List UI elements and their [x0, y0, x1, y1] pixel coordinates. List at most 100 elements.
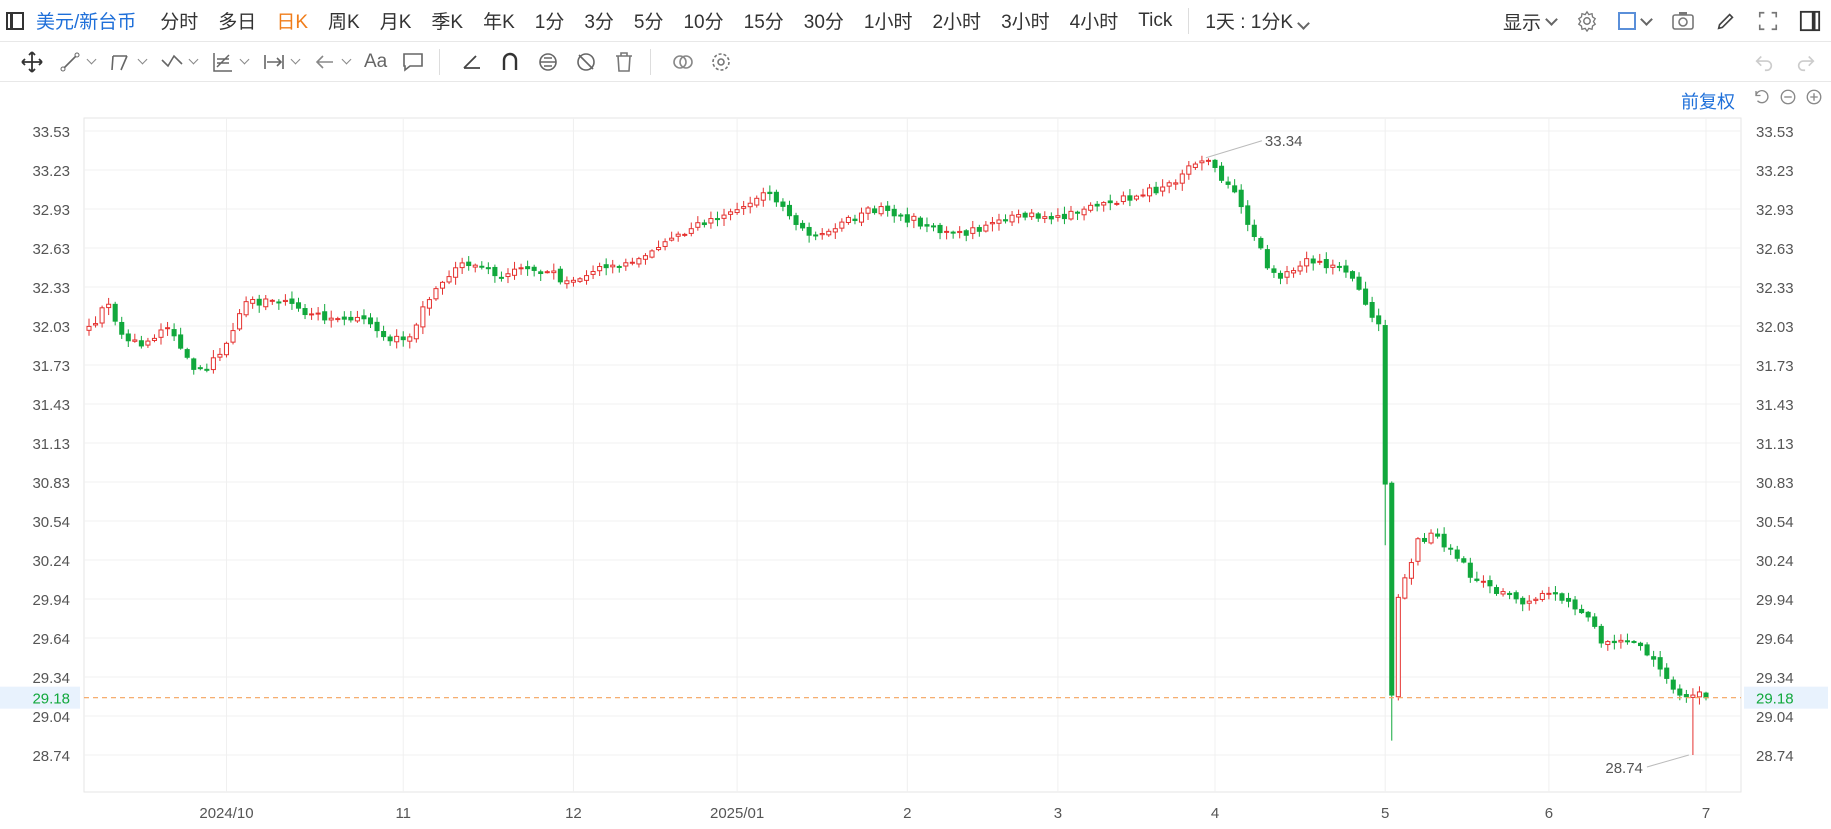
candle-body [865, 207, 871, 214]
candle-body [106, 303, 112, 309]
candlestick-chart[interactable]: 33.53 33.53 33.23 33.23 32.93 32.93 32.63 32.63… [0, 82, 1831, 829]
candle-body [243, 301, 249, 316]
period-tab[interactable]: 2小时 [932, 12, 982, 33]
candle-body [1166, 182, 1172, 187]
y-tick-label-right: 29.34 [1756, 670, 1794, 687]
drawbar-divider [439, 48, 441, 75]
candle-body [223, 342, 230, 356]
candle-body [1120, 195, 1126, 203]
y-tick-label-right: 31.73 [1756, 358, 1794, 375]
redo-icon[interactable] [1795, 51, 1817, 73]
candle-body [1022, 212, 1028, 218]
candle-body [197, 367, 203, 370]
candle-body [1219, 165, 1225, 181]
candle-body [1245, 205, 1251, 225]
chevron-down-icon [1640, 12, 1653, 26]
fullscreen-icon[interactable] [1757, 10, 1779, 32]
candle-body [858, 212, 865, 223]
candle-body [937, 224, 943, 234]
text-tool[interactable]: Aa [364, 51, 387, 73]
interval-select[interactable]: 1天 : 1分K [1205, 7, 1310, 34]
gear-icon[interactable] [1576, 10, 1598, 32]
angle-tool[interactable] [460, 50, 484, 74]
candle-body [407, 336, 413, 342]
y-tick-label-right: 30.24 [1756, 553, 1794, 570]
period-tab[interactable]: 年K [483, 12, 515, 33]
period-tab[interactable]: 10分 [683, 12, 724, 33]
delete-tool[interactable] [612, 50, 636, 74]
candle-body [1448, 547, 1454, 550]
symbol-name[interactable]: 美元/新台币 [36, 12, 137, 33]
candle-body [1055, 215, 1061, 218]
period-tab[interactable]: 3小时 [1001, 12, 1050, 33]
candle-body [367, 317, 374, 325]
hide-tool[interactable] [574, 50, 598, 74]
period-tab[interactable]: 多日 [218, 12, 257, 33]
candle-body [1264, 249, 1270, 269]
candle-body [642, 255, 648, 260]
lock-tool[interactable] [536, 50, 560, 74]
period-tab[interactable]: 周K [328, 12, 360, 33]
y-tick-label-right: 32.03 [1756, 319, 1794, 336]
magnet-tool[interactable] [498, 50, 522, 74]
fib-tool[interactable] [211, 50, 250, 74]
zoom-in-icon[interactable] [1805, 88, 1823, 106]
period-tab[interactable]: 1小时 [863, 12, 913, 33]
wave-tool[interactable] [160, 50, 199, 74]
zoom-out-icon[interactable] [1779, 88, 1797, 106]
candle-body [675, 233, 681, 237]
candle-body [1500, 591, 1506, 595]
candle-body [433, 288, 439, 300]
candle-body [158, 329, 164, 338]
candle-body [584, 275, 590, 281]
arrow-left-icon [315, 54, 333, 69]
candle-body [341, 316, 347, 320]
line-tool[interactable] [58, 50, 97, 74]
candle-body [237, 313, 243, 330]
period-tab[interactable]: 15分 [743, 12, 784, 33]
candle-body [570, 279, 576, 283]
period-tab[interactable]: 3分 [584, 12, 614, 33]
display-menu[interactable]: 显示 [1503, 8, 1558, 35]
candle-body [1487, 580, 1493, 587]
candle-body [1127, 195, 1133, 201]
period-tab[interactable]: Tick [1138, 9, 1173, 31]
candle-body [1042, 216, 1048, 219]
y-tick-label-left: 29.34 [32, 670, 70, 687]
period-tab[interactable]: 日K [276, 12, 308, 33]
note-tool[interactable] [401, 50, 425, 74]
period-tab[interactable]: 30分 [803, 12, 844, 33]
arrow-tool[interactable] [313, 50, 352, 74]
candle-body [1382, 325, 1388, 485]
pencil-icon[interactable] [1715, 10, 1737, 32]
measure-icon [264, 54, 284, 69]
draw-settings[interactable] [709, 50, 733, 74]
period-tab[interactable]: 5分 [633, 12, 664, 33]
candle-body [1101, 202, 1107, 206]
y-tick-label-left: 32.63 [32, 241, 70, 258]
period-tab[interactable]: 分时 [160, 12, 199, 33]
y-tick-label-right: 32.93 [1756, 202, 1794, 219]
period-tab[interactable]: 月K [379, 12, 412, 33]
candle-body [557, 268, 563, 283]
y-tick-label-right: 32.63 [1756, 241, 1794, 258]
period-tab[interactable]: 4小时 [1069, 12, 1119, 33]
move-tool[interactable] [20, 50, 44, 74]
candle-body [597, 266, 603, 272]
channel-tool[interactable] [109, 50, 148, 74]
compare-tool[interactable] [671, 50, 695, 74]
sidebar-toggle-icon[interactable] [6, 11, 24, 30]
candle-body [924, 224, 930, 227]
candle-body [911, 215, 917, 221]
candle-body [708, 218, 714, 224]
layout-select[interactable] [1618, 12, 1653, 30]
panel-toggle-icon[interactable] [1799, 10, 1821, 32]
reset-icon[interactable] [1753, 88, 1771, 106]
period-tab[interactable]: 季K [431, 12, 464, 33]
candle-body [1552, 592, 1558, 595]
camera-icon[interactable] [1671, 10, 1695, 32]
measure-tool[interactable] [262, 50, 301, 74]
price-adjust-toggle[interactable]: 前复权 [1681, 92, 1735, 112]
undo-icon[interactable] [1753, 51, 1775, 73]
period-tab[interactable]: 1分 [534, 12, 565, 33]
